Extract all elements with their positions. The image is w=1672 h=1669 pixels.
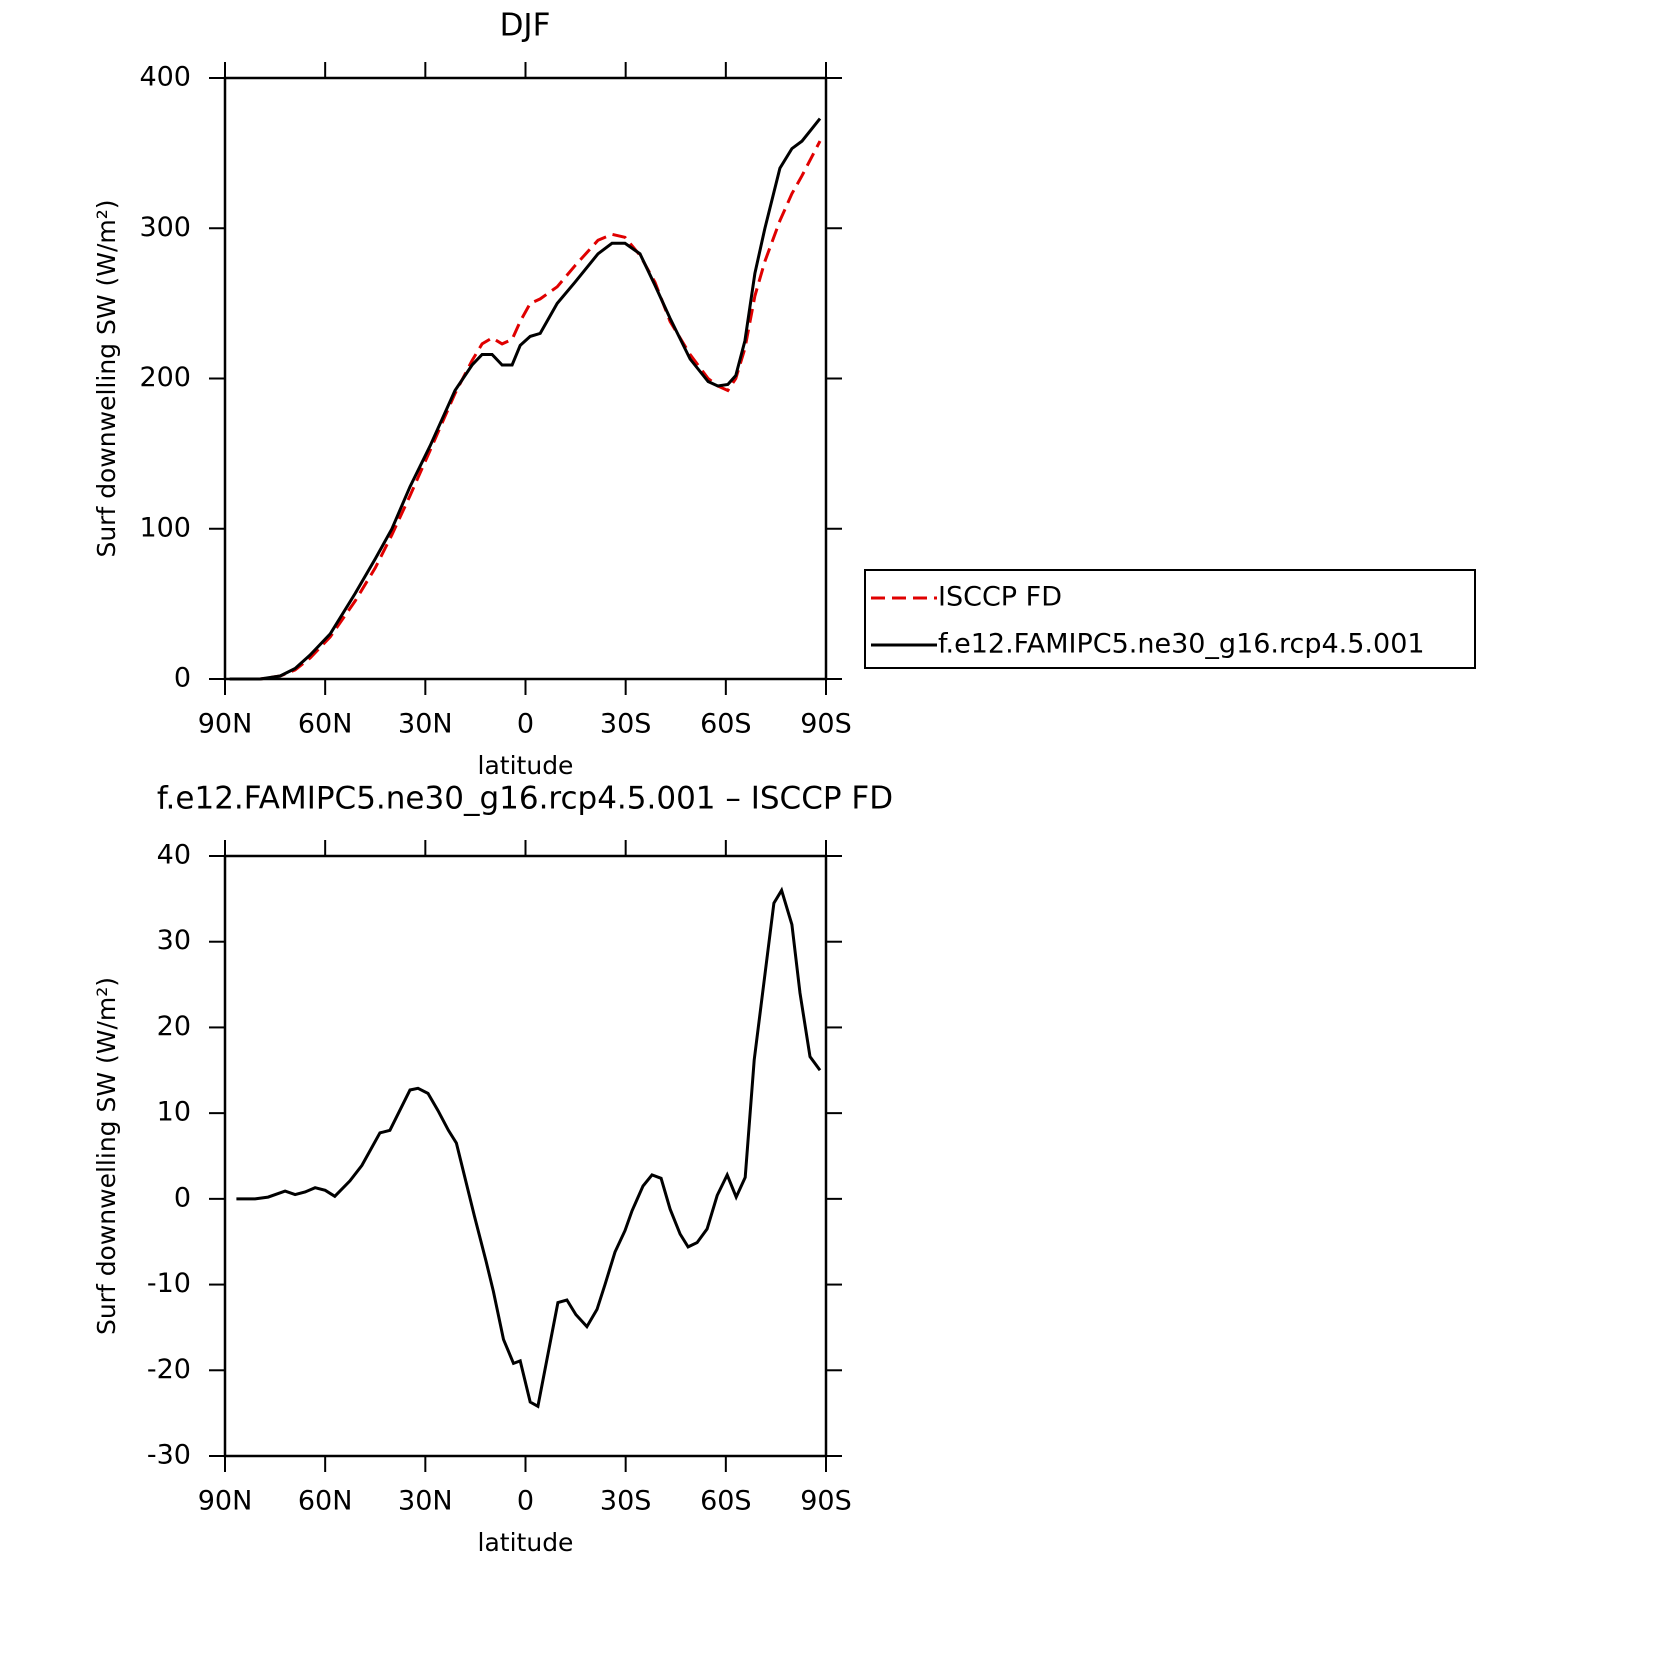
y-tick-label: 10 [157, 1097, 191, 1128]
y-tick-label: 20 [157, 1011, 191, 1042]
y-axis-title: Surf downwelling SW (W/m²) [92, 977, 121, 1335]
legend-label: ISCCP FD [938, 582, 1062, 613]
chart-title: DJF [500, 8, 551, 44]
y-tick-label: 200 [139, 362, 191, 393]
y-tick-label: -30 [147, 1440, 191, 1471]
x-tick-label: 90N [198, 709, 253, 740]
y-tick-label: 0 [174, 663, 191, 694]
y-tick-label: 30 [157, 925, 191, 956]
x-axis-title: latitude [478, 1528, 574, 1557]
x-tick-label: 30S [600, 709, 652, 740]
y-tick-label: 40 [157, 840, 191, 871]
chart-title: f.e12.FAMIPC5.ne30_g16.rcp4.5.001 – ISCC… [157, 781, 893, 817]
x-axis-title: latitude [478, 751, 574, 780]
data-line [229, 140, 822, 681]
legend-box [864, 569, 1476, 669]
x-tick-label: 60N [298, 1486, 353, 1517]
x-tick-label: 90N [198, 1486, 253, 1517]
y-tick-label: 300 [139, 212, 191, 243]
y-tick-label: -20 [147, 1354, 191, 1385]
x-tick-label: 30N [398, 1486, 453, 1517]
y-axis-title: Surf downwelling SW (W/m²) [92, 199, 121, 557]
y-tick-label: -10 [147, 1268, 191, 1299]
x-tick-label: 30N [398, 709, 453, 740]
x-tick-label: 60N [298, 709, 353, 740]
data-line [236, 886, 822, 1409]
x-tick-label: 90S [800, 1486, 852, 1517]
data-line [229, 117, 822, 681]
plot-frame [223, 76, 828, 681]
legend-label: f.e12.FAMIPC5.ne30_g16.rcp4.5.001 [938, 629, 1425, 660]
x-tick-label: 0 [517, 709, 534, 740]
x-tick-label: 60S [700, 709, 752, 740]
y-tick-label: 100 [139, 512, 191, 543]
x-tick-label: 60S [700, 1486, 752, 1517]
x-tick-label: 90S [800, 709, 852, 740]
x-tick-label: 30S [600, 1486, 652, 1517]
plot-frame [223, 854, 828, 1458]
x-tick-label: 0 [517, 1486, 534, 1517]
y-tick-label: 0 [174, 1182, 191, 1213]
y-tick-label: 400 [139, 62, 191, 93]
